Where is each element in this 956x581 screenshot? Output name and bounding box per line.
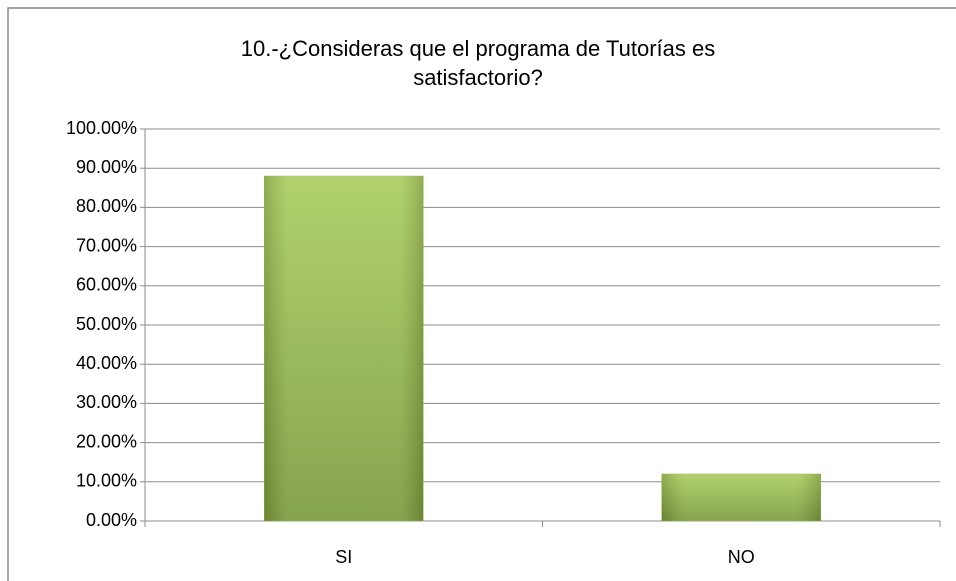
x-tick-label: SI bbox=[335, 547, 352, 567]
y-tick-label: 50.00% bbox=[76, 314, 137, 334]
y-tick-label: 100.00% bbox=[66, 118, 137, 138]
y-tick-label: 40.00% bbox=[76, 353, 137, 373]
chart-frame bbox=[7, 7, 956, 581]
bar-shade bbox=[264, 176, 424, 522]
y-tick-label: 0.00% bbox=[86, 510, 137, 530]
y-tick-label: 70.00% bbox=[76, 235, 137, 255]
y-tick-label: 30.00% bbox=[76, 392, 137, 412]
chart-title: satisfactorio? bbox=[413, 65, 543, 90]
chart-title: 10.-¿Consideras que el programa de Tutor… bbox=[241, 36, 715, 61]
y-tick-label: 80.00% bbox=[76, 196, 137, 216]
y-tick-label: 20.00% bbox=[76, 431, 137, 451]
bar-shade bbox=[661, 473, 821, 521]
x-tick-label: NO bbox=[728, 547, 755, 567]
y-tick-label: 10.00% bbox=[76, 471, 137, 491]
y-tick-label: 90.00% bbox=[76, 157, 137, 177]
y-tick-label: 60.00% bbox=[76, 275, 137, 295]
